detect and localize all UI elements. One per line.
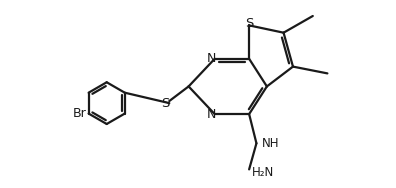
Text: S: S bbox=[245, 17, 253, 30]
Text: Br: Br bbox=[72, 107, 86, 120]
Text: NH: NH bbox=[262, 137, 279, 150]
Text: N: N bbox=[207, 52, 216, 65]
Text: S: S bbox=[162, 97, 170, 110]
Text: H₂N: H₂N bbox=[252, 166, 274, 179]
Text: N: N bbox=[207, 108, 216, 121]
